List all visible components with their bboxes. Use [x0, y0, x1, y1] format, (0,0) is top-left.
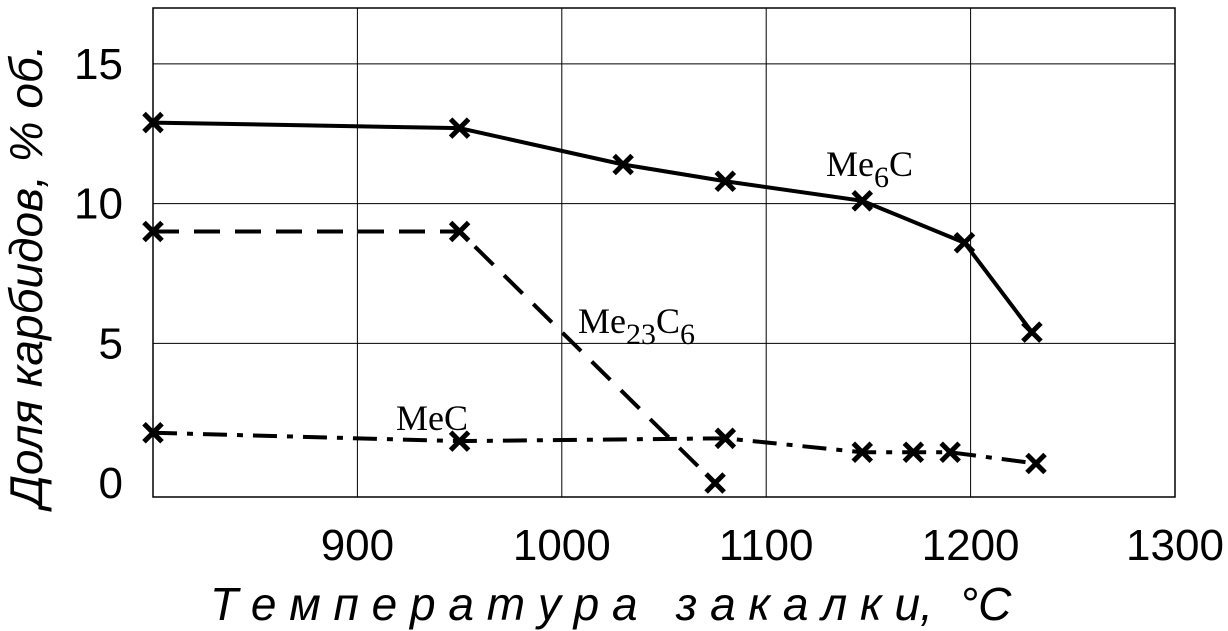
data-point-Me23C6	[448, 220, 471, 243]
series-Me6C	[142, 111, 1043, 343]
x-tick-label: 1000	[513, 521, 611, 570]
data-point-Me6C	[612, 153, 634, 176]
y-tick-label: 5	[99, 319, 123, 368]
x-tick-label: 1200	[922, 521, 1020, 570]
data-point-MeC	[142, 421, 164, 444]
data-point-Me6C	[448, 117, 471, 139]
y-tick-label: 0	[99, 459, 123, 508]
data-point-Me6C	[142, 111, 164, 134]
data-point-MeC	[448, 430, 471, 452]
series-MeC	[142, 421, 1047, 475]
data-point-MeC	[902, 441, 925, 464]
x-tick-labels: 900 1000 1100 1200 1300	[321, 521, 1224, 570]
y-tick-label: 15	[74, 40, 123, 89]
series-labels: Me6C Me23C6 MeC	[396, 144, 913, 438]
x-tick-label: 1300	[1126, 521, 1224, 570]
series-layer	[142, 111, 1047, 494]
data-point-Me23C6	[704, 472, 726, 494]
plot-frame	[152, 7, 1176, 498]
grid	[153, 8, 1176, 497]
data-point-Me6C	[714, 170, 737, 193]
x-axis-title: Т е м п е р а т у р а з а к а л к и, °C	[210, 578, 1012, 630]
series-label-MeC: MeC	[396, 398, 468, 438]
series-label-Me6C: Me6C	[826, 144, 913, 194]
data-point-MeC	[851, 441, 874, 464]
y-tick-label: 10	[74, 180, 123, 229]
data-point-MeC	[714, 427, 737, 450]
data-point-Me6C	[851, 190, 874, 212]
x-tick-label: 900	[321, 521, 394, 570]
series-label-Me23C6: Me23C6	[578, 301, 695, 351]
data-point-MeC	[1025, 452, 1047, 475]
series-Me23C6	[142, 220, 726, 494]
x-tick-label: 1100	[719, 521, 814, 570]
series-line-Me23C6	[153, 229, 717, 485]
y-tick-labels: 0 5 10 15	[74, 40, 123, 508]
data-point-Me6C	[1021, 321, 1043, 343]
data-point-MeC	[939, 441, 961, 464]
data-point-Me23C6	[142, 220, 164, 243]
y-axis-title: Доля карбидов, % об.	[0, 44, 52, 512]
data-point-Me6C	[953, 231, 976, 254]
